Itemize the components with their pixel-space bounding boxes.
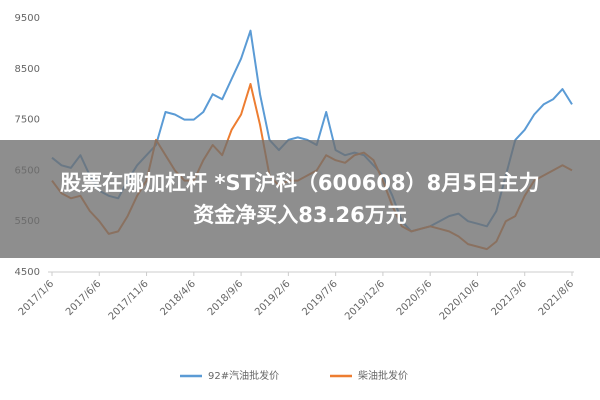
y-tick-label: 8500 [15,64,40,75]
x-tick-label: 2017/1/6 [17,278,57,318]
x-tick-label: 2019/2/6 [253,278,293,318]
x-tick-label: 2021/3/6 [489,278,529,318]
x-tick-label: 2021/8/6 [537,278,577,318]
x-tick-label: 2019/7/6 [300,278,340,318]
x-tick-label: 2020/10/6 [438,278,482,322]
x-tick-label: 2017/11/6 [107,278,151,322]
headline-line: 资金净买入83.26万元 [193,203,407,227]
headline-line: 股票在哪加杠杆 *ST沪科（600608）8月5日主力 [60,171,540,195]
legend-label: 92#汽油批发价 [208,369,279,382]
y-tick-label: 9500 [15,13,40,24]
x-tick-label: 2020/5/6 [395,278,435,318]
legend-label: 柴油批发价 [358,369,408,382]
x-tick-label: 2017/6/6 [64,278,104,318]
y-tick-label: 7500 [15,115,40,126]
x-tick-label: 2019/12/6 [343,278,387,322]
headline-banner: 股票在哪加杠杆 *ST沪科（600608）8月5日主力 资金净买入83.26万元 [0,140,600,258]
x-tick-label: 2018/9/6 [206,278,246,318]
x-tick-label: 2018/4/6 [159,278,199,318]
y-tick-label: 4500 [15,267,40,278]
